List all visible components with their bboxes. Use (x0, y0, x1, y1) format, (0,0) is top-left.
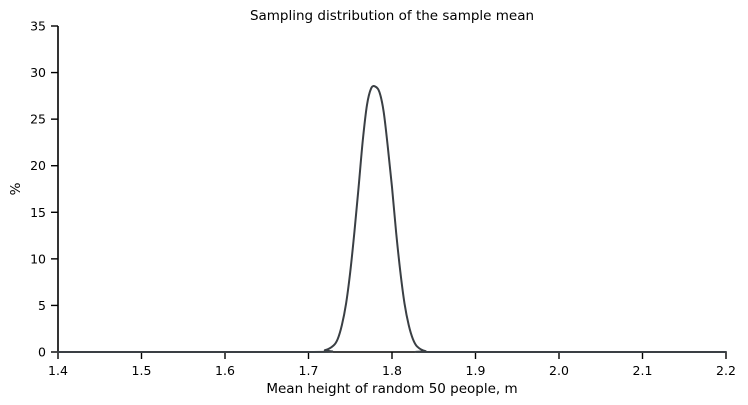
x-tick-label: 2.2 (716, 363, 736, 378)
x-axis-label: Mean height of random 50 people, m (266, 381, 517, 397)
x-tick-label: 1.6 (215, 363, 235, 378)
x-tick-label: 1.8 (382, 363, 402, 378)
plot-area (57, 85, 727, 354)
y-tick-label: 0 (38, 345, 46, 360)
y-tick-label: 25 (30, 112, 46, 127)
x-tick-label: 1.9 (466, 363, 486, 378)
x-axis: 1.4 1.5 1.6 1.7 1.8 1.9 2.0 2.1 2.2 (48, 351, 736, 378)
x-tick-label: 2.1 (633, 363, 653, 378)
y-tick-label: 5 (38, 298, 46, 313)
x-tick-label: 1.4 (48, 363, 68, 378)
chart-title: Sampling distribution of the sample mean (250, 8, 534, 24)
y-tick-label: 10 (30, 251, 46, 266)
y-tick-label: 15 (30, 205, 46, 220)
y-tick-label: 35 (30, 19, 46, 34)
y-axis-label: % (8, 182, 24, 195)
series-line (57, 85, 727, 354)
x-tick-label: 1.7 (299, 363, 319, 378)
x-tick-label: 2.0 (549, 363, 569, 378)
y-tick-label: 20 (30, 158, 46, 173)
y-axis: 0 5 10 15 20 25 30 35 (30, 19, 59, 360)
y-tick-label: 30 (30, 65, 46, 80)
x-tick-label: 1.5 (132, 363, 152, 378)
